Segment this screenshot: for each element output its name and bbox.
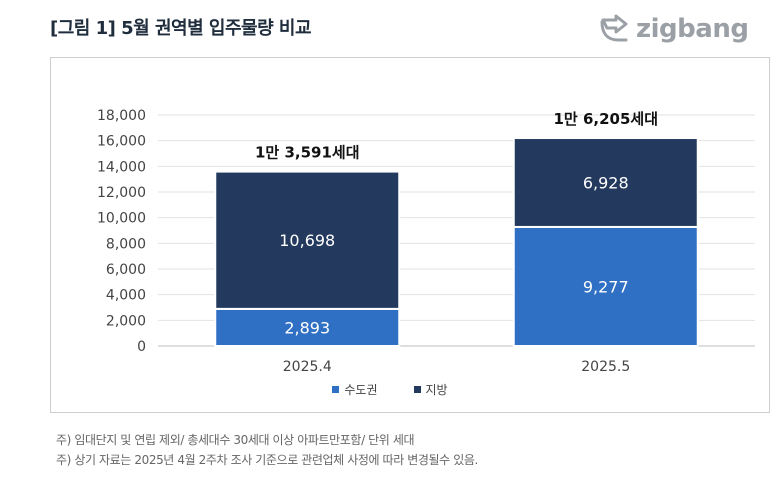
chart-legend: 수도권 지방 (0, 381, 780, 398)
y-tick-label: 10,000 (97, 211, 146, 227)
legend-label: 수도권 (344, 383, 378, 397)
y-tick-label: 8,000 (106, 236, 146, 252)
x-tick-label: 2025.4 (283, 359, 332, 375)
zigbang-logo: zigbang (598, 14, 749, 44)
y-tick-label: 18,000 (97, 108, 146, 124)
legend-swatch (332, 386, 340, 393)
zigbang-logo-icon (600, 14, 628, 42)
y-tick-label: 2,000 (106, 313, 146, 329)
footnote-line: 주) 임대단지 및 연립 제외/ 총세대수 30세대 이상 아파트만포함/ 단위… (56, 433, 415, 447)
total-label: 1만 3,591세대 (255, 144, 360, 162)
logo-text: zigbang (636, 14, 749, 44)
y-tick-label: 4,000 (106, 288, 146, 304)
chart-title: [그림 1] 5월 권역별 입주물량 비교 (50, 18, 312, 39)
y-tick-label: 14,000 (97, 159, 146, 175)
legend-swatch (413, 386, 421, 393)
x-tick-label: 2025.5 (581, 359, 630, 375)
y-tick-label: 0 (137, 339, 146, 355)
data-label: 9,277 (583, 277, 629, 296)
y-tick-label: 6,000 (106, 262, 146, 278)
bar-segment (214, 170, 401, 310)
bar-segment (512, 137, 699, 228)
data-label: 2,893 (284, 318, 330, 337)
legend-item: 지방 (413, 381, 448, 398)
footnotes: 주) 임대단지 및 연립 제외/ 총세대수 30세대 이상 아파트만포함/ 단위… (56, 430, 478, 470)
legend-item: 수도권 (332, 381, 378, 398)
data-label: 6,928 (583, 173, 629, 192)
y-tick-label: 16,000 (97, 134, 146, 150)
footnote-line: 주) 상기 자료는 2025년 4월 2주차 조사 기준으로 관련업체 사정에 … (56, 453, 478, 467)
y-tick-label: 12,000 (97, 185, 146, 201)
data-label: 10,698 (279, 231, 335, 250)
legend-label: 지방 (425, 383, 448, 397)
total-label: 1만 6,205세대 (553, 110, 658, 128)
